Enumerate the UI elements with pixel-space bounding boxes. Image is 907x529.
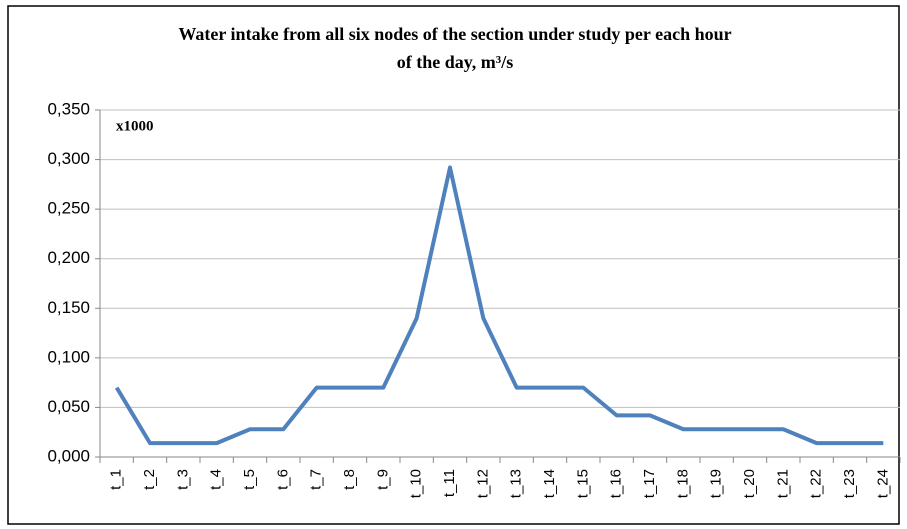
y-tick-label: 0,350	[47, 99, 90, 118]
x-tick-label: t_22	[808, 469, 825, 498]
x-tick-label: t_23	[841, 469, 858, 498]
x-tick-label: t_8	[341, 469, 358, 490]
x-tick-label: t_13	[508, 469, 525, 498]
x-tick-label: t_1	[108, 469, 125, 490]
chart-title: Water intake from all six nodes of the s…	[178, 24, 732, 72]
x-tick-label: t_12	[474, 469, 491, 498]
x-tick-label: t_20	[741, 469, 758, 498]
y-tick-label: 0,000	[47, 446, 90, 465]
chart-frame	[7, 5, 900, 525]
y-tick-label: 0,250	[47, 199, 90, 218]
x-tick-label: t_6	[274, 469, 291, 490]
y-tick-label: 0,050	[47, 397, 90, 416]
x-tick-label: t_3	[174, 469, 191, 490]
y-tick-label: 0,100	[47, 347, 90, 366]
x-tick-label: t_24	[874, 469, 891, 498]
x-tick-label: t_7	[308, 469, 325, 490]
x-tick-label: t_17	[641, 469, 658, 498]
y-tick-label: 0,300	[47, 149, 90, 168]
x-tick-label: t_15	[574, 469, 591, 498]
x-tick-label: t_5	[241, 469, 258, 490]
x-tick-label: t_21	[774, 469, 791, 498]
x-tick-label: t_9	[374, 469, 391, 490]
x-tick-label: t_14	[541, 469, 558, 498]
x-tick-label: t_4	[208, 469, 225, 490]
y-tick-label: 0,200	[47, 248, 90, 267]
x-tick-label: t_2	[141, 469, 158, 490]
y-tick-label: 0,150	[47, 298, 90, 317]
x-tick-label: t_11	[441, 469, 458, 497]
x-tick-label: t_16	[608, 469, 625, 498]
data-line	[114, 165, 884, 446]
x-tick-label: t_10	[408, 469, 425, 498]
x-tick-label: t_19	[708, 469, 725, 498]
x-tick-label: t_18	[674, 469, 691, 498]
annotation: x1000	[116, 118, 154, 134]
